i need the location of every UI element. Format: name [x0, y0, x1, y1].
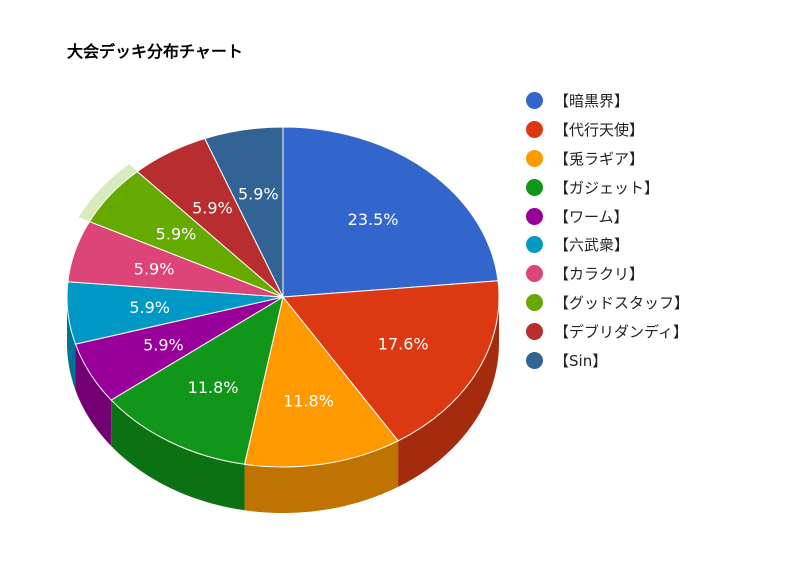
legend: 【暗黒界】【代行天使】 【兎ラギア】 【ガジェット】 【ワーム】【六武衆】【カラクリ】… — [526, 86, 689, 375]
pie-slice-label-7: 5.9% — [134, 259, 175, 278]
pie-slice-side-6 — [67, 297, 76, 391]
pie-slice-1[interactable] — [282, 126, 499, 298]
pie-slice-3[interactable] — [243, 295, 399, 468]
legend-label: 【六武衆】 — [554, 236, 630, 255]
legend-label: 【デブリダンディ】 — [554, 323, 688, 342]
pie-slice-label-1: 23.5% — [348, 210, 399, 229]
legend-swatch — [526, 236, 543, 254]
legend-swatch — [526, 178, 543, 196]
legend-item[interactable]: 【兎ラギア】 — [526, 144, 689, 173]
legend-label: 【グッドスタッフ】 — [554, 294, 690, 313]
legend-item[interactable]: 【デブリダンディ】 — [526, 317, 689, 346]
pie-top — [66, 126, 500, 468]
legend-item[interactable]: 【代行天使】 — [526, 115, 689, 144]
pie-slice-highlight — [78, 164, 138, 222]
legend-label: 【兎ラギア】 — [554, 149, 645, 168]
pie-slice-10[interactable] — [204, 126, 284, 298]
legend-label: 【カラクリ】 — [554, 265, 645, 284]
pie-slice-side-5 — [75, 344, 112, 447]
legend-item[interactable]: 【カラクリ】 — [526, 259, 689, 288]
legend-item[interactable]: 【Sin】 — [526, 346, 689, 375]
pie-slice-label-6: 5.9% — [129, 298, 170, 317]
pie-slice-side-3 — [244, 440, 399, 513]
chart-title: 大会デッキ分布チャート — [67, 42, 243, 61]
legend-swatch — [526, 207, 543, 225]
legend-label: 【暗黒界】 — [554, 91, 630, 110]
pie-slice-4[interactable] — [110, 295, 284, 465]
pie-slice-label-3: 11.8% — [283, 392, 334, 411]
legend-swatch — [526, 149, 543, 167]
pie-slice-label-5: 5.9% — [143, 335, 184, 354]
pie-slice-label-10: 5.9% — [238, 184, 279, 203]
legend-item[interactable]: 【グッドスタッフ】 — [526, 288, 689, 317]
pie-slice-label-9: 5.9% — [192, 198, 233, 217]
legend-swatch — [526, 91, 543, 109]
legend-item[interactable]: 【六武衆】 — [526, 230, 689, 259]
pie-slice-label-2: 17.6% — [378, 335, 429, 354]
legend-swatch — [526, 120, 543, 138]
legend-swatch — [526, 351, 543, 369]
pie-slice-side-2 — [398, 297, 499, 487]
legend-item[interactable]: 【ワーム】 — [526, 202, 689, 231]
legend-label: 【Sin】 — [554, 351, 608, 370]
legend-label: 【代行天使】 — [554, 120, 645, 139]
legend-swatch — [526, 323, 543, 341]
legend-label: 【ガジェット】 — [554, 178, 660, 197]
pie-slice-label-4: 11.8% — [188, 378, 239, 397]
legend-item[interactable]: 【暗黒界】 — [526, 86, 689, 115]
legend-label: 【ワーム】 — [554, 207, 629, 226]
pie-slice-2[interactable] — [282, 280, 500, 442]
legend-swatch — [526, 294, 543, 312]
pie-slice-label-8: 5.9% — [156, 225, 197, 244]
legend-swatch — [526, 265, 543, 283]
legend-item[interactable]: 【ガジェット】 — [526, 173, 689, 202]
